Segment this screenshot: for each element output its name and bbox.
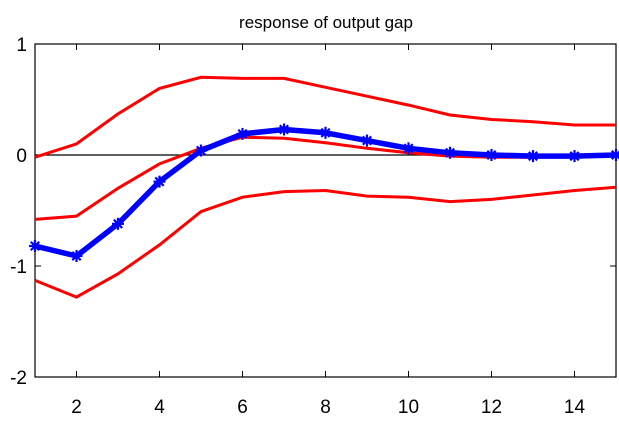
y-tick-label: 1 bbox=[16, 35, 27, 56]
plot-frame bbox=[34, 43, 617, 378]
x-tick-label: 10 bbox=[398, 397, 419, 418]
series-line-lower-bound bbox=[34, 185, 617, 299]
tick-labels: 2 4 6 8 10 12 14 -2 -1 0 1 bbox=[10, 35, 585, 418]
data-point-marker bbox=[236, 127, 249, 140]
chart-title: response of output gap bbox=[239, 13, 413, 32]
data-point-marker bbox=[568, 150, 581, 163]
series-line-point-estimate bbox=[34, 126, 617, 259]
series-group bbox=[29, 75, 619, 299]
data-point-marker bbox=[402, 142, 415, 155]
series-line-inner-line bbox=[34, 135, 617, 221]
x-tick-label: 12 bbox=[481, 397, 502, 418]
y-tick-label: -2 bbox=[10, 368, 27, 389]
data-point-marker bbox=[444, 146, 456, 159]
x-tick-label: 4 bbox=[154, 397, 165, 418]
data-point-marker bbox=[319, 126, 332, 139]
y-tick-label: -1 bbox=[10, 257, 27, 278]
data-point-marker bbox=[112, 217, 124, 230]
data-point-marker bbox=[485, 149, 498, 161]
x-tick-label: 14 bbox=[564, 397, 586, 418]
data-point-marker bbox=[70, 250, 83, 263]
data-point-marker bbox=[153, 175, 166, 188]
y-tick-label: 0 bbox=[16, 146, 27, 167]
x-tick-label: 6 bbox=[237, 397, 248, 418]
data-point-marker bbox=[361, 134, 373, 147]
series-line-upper-bound bbox=[34, 75, 616, 159]
x-tick-label: 8 bbox=[320, 397, 331, 418]
data-point-marker bbox=[195, 144, 207, 157]
data-point-marker bbox=[29, 240, 41, 253]
data-point-marker bbox=[278, 123, 290, 136]
axis-ticks bbox=[35, 43, 616, 378]
x-tick-label: 2 bbox=[71, 397, 82, 418]
data-point-marker bbox=[610, 149, 619, 161]
data-point-marker bbox=[527, 150, 539, 163]
